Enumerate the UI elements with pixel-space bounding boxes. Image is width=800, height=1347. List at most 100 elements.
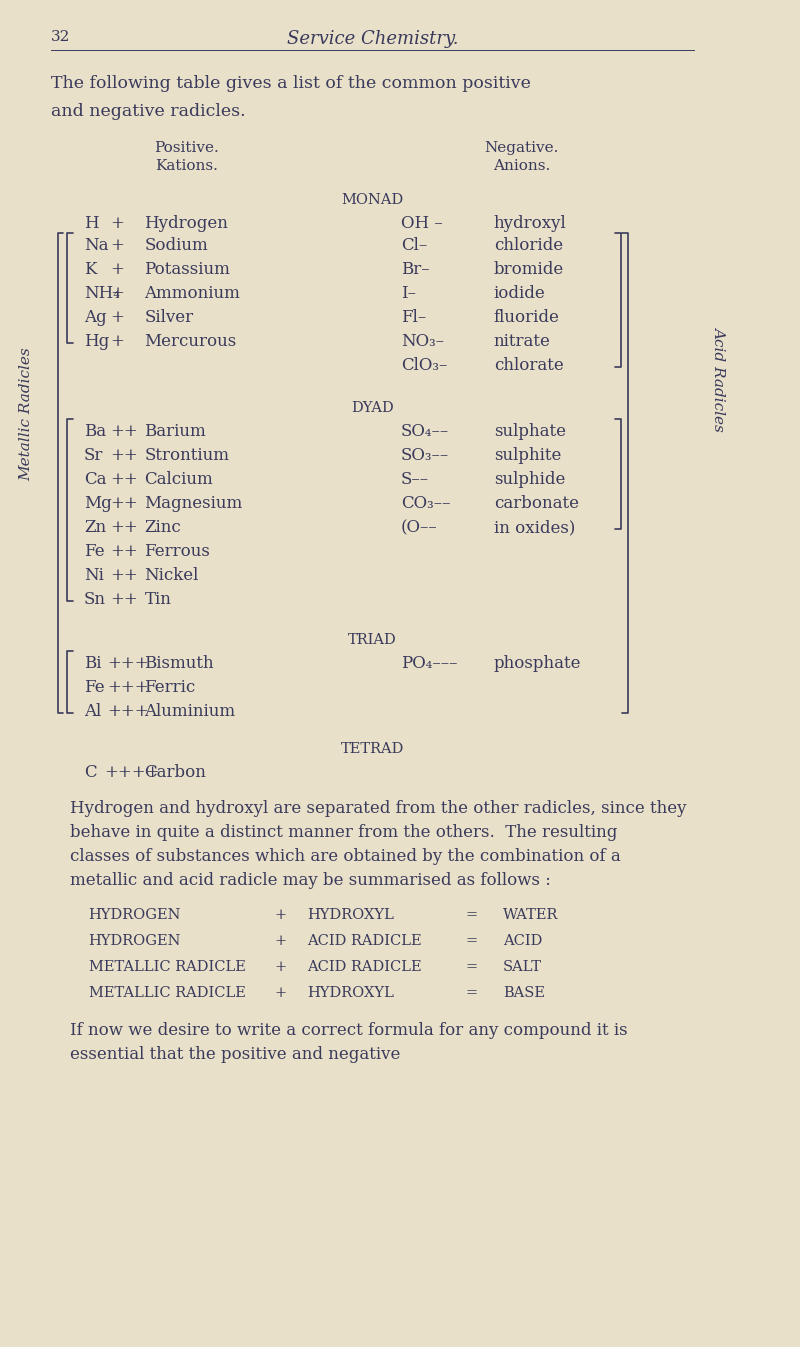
Text: +: + [275, 986, 287, 999]
Text: (O––: (O–– [401, 519, 438, 536]
Text: chlorate: chlorate [494, 357, 563, 374]
Text: Hydrogen: Hydrogen [145, 216, 228, 232]
Text: behave in quite a distinct manner from the others.  The resulting: behave in quite a distinct manner from t… [70, 824, 618, 841]
Text: Mercurous: Mercurous [145, 333, 237, 350]
Text: nitrate: nitrate [494, 333, 550, 350]
Text: Hg: Hg [84, 333, 109, 350]
Text: ++: ++ [110, 567, 138, 585]
Text: =: = [466, 908, 478, 921]
Text: ++: ++ [110, 519, 138, 536]
Text: fluoride: fluoride [494, 308, 560, 326]
Text: Hydrogen and hydroxyl are separated from the other radicles, since they: Hydrogen and hydroxyl are separated from… [70, 800, 686, 818]
Text: ++: ++ [110, 591, 138, 607]
Text: OH –: OH – [401, 216, 442, 232]
Text: Sr: Sr [84, 447, 103, 463]
Text: =: = [466, 960, 478, 974]
Text: Br–: Br– [401, 261, 430, 277]
Text: +++: +++ [107, 679, 149, 696]
Text: Sn: Sn [84, 591, 106, 607]
Text: HYDROXYL: HYDROXYL [307, 908, 394, 921]
Text: 32: 32 [51, 30, 70, 44]
Text: +: + [110, 216, 124, 232]
Text: METALLIC RADICLE: METALLIC RADICLE [89, 960, 246, 974]
Text: Ni: Ni [84, 567, 104, 585]
Text: Al: Al [84, 703, 101, 721]
Text: classes of substances which are obtained by the combination of a: classes of substances which are obtained… [70, 849, 621, 865]
Text: HYDROGEN: HYDROGEN [89, 933, 181, 948]
Text: ++++: ++++ [104, 764, 160, 781]
Text: +: + [275, 960, 287, 974]
Text: Tin: Tin [145, 591, 171, 607]
Text: Aluminium: Aluminium [145, 703, 235, 721]
Text: sulphide: sulphide [494, 471, 565, 488]
Text: Calcium: Calcium [145, 471, 213, 488]
Text: essential that the positive and negative: essential that the positive and negative [70, 1047, 400, 1063]
Text: S––: S–– [401, 471, 429, 488]
Text: K: K [84, 261, 96, 277]
Text: WATER: WATER [503, 908, 558, 921]
Text: +++: +++ [107, 655, 149, 672]
Text: metallic and acid radicle may be summarised as follows :: metallic and acid radicle may be summari… [70, 872, 550, 889]
Text: Silver: Silver [145, 308, 194, 326]
Text: hydroxyl: hydroxyl [494, 216, 566, 232]
Text: ACID: ACID [503, 933, 542, 948]
Text: Nickel: Nickel [145, 567, 198, 585]
Text: Kations.: Kations. [155, 159, 218, 172]
Text: +: + [110, 333, 124, 350]
Text: Zn: Zn [84, 519, 106, 536]
Text: Fl–: Fl– [401, 308, 426, 326]
Text: Potassium: Potassium [145, 261, 230, 277]
Text: C: C [84, 764, 97, 781]
Text: and negative radicles.: and negative radicles. [51, 102, 246, 120]
Text: The following table gives a list of the common positive: The following table gives a list of the … [51, 75, 531, 92]
Text: H: H [84, 216, 98, 232]
Text: ++: ++ [110, 543, 138, 560]
Text: DYAD: DYAD [351, 401, 394, 415]
Text: PO₄–––: PO₄––– [401, 655, 457, 672]
Text: bromide: bromide [494, 261, 564, 277]
Text: ClO₃–: ClO₃– [401, 357, 447, 374]
Text: Strontium: Strontium [145, 447, 230, 463]
Text: +: + [110, 286, 124, 302]
Text: =: = [466, 933, 478, 948]
Text: Acid Radicles: Acid Radicles [712, 326, 726, 431]
Text: +: + [110, 237, 124, 255]
Text: in oxides): in oxides) [494, 519, 575, 536]
Text: Cl–: Cl– [401, 237, 427, 255]
Text: sulphite: sulphite [494, 447, 561, 463]
Text: sulphate: sulphate [494, 423, 566, 440]
Text: iodide: iodide [494, 286, 546, 302]
Text: ++: ++ [110, 423, 138, 440]
Text: +: + [275, 908, 287, 921]
Text: Carbon: Carbon [145, 764, 206, 781]
Text: If now we desire to write a correct formula for any compound it is: If now we desire to write a correct form… [70, 1022, 627, 1039]
Text: phosphate: phosphate [494, 655, 582, 672]
Text: +: + [110, 261, 124, 277]
Text: Ba: Ba [84, 423, 106, 440]
Text: Sodium: Sodium [145, 237, 208, 255]
Text: ++: ++ [110, 471, 138, 488]
Text: =: = [466, 986, 478, 999]
Text: ACID RADICLE: ACID RADICLE [307, 960, 422, 974]
Text: +: + [275, 933, 287, 948]
Text: chloride: chloride [494, 237, 563, 255]
Text: ++: ++ [110, 447, 138, 463]
Text: Negative.: Negative. [485, 141, 559, 155]
Text: Na: Na [84, 237, 108, 255]
Text: SO₃––: SO₃–– [401, 447, 449, 463]
Text: Barium: Barium [145, 423, 206, 440]
Text: Zinc: Zinc [145, 519, 181, 536]
Text: SO₄––: SO₄–– [401, 423, 449, 440]
Text: Ammonium: Ammonium [145, 286, 240, 302]
Text: Fe: Fe [84, 679, 105, 696]
Text: Ag: Ag [84, 308, 106, 326]
Text: TRIAD: TRIAD [348, 633, 397, 647]
Text: Bismuth: Bismuth [145, 655, 214, 672]
Text: Anions.: Anions. [493, 159, 550, 172]
Text: Ca: Ca [84, 471, 106, 488]
Text: ++: ++ [110, 494, 138, 512]
Text: NH₄: NH₄ [84, 286, 120, 302]
Text: Ferrous: Ferrous [145, 543, 210, 560]
Text: MONAD: MONAD [342, 193, 404, 207]
Text: BASE: BASE [503, 986, 545, 999]
